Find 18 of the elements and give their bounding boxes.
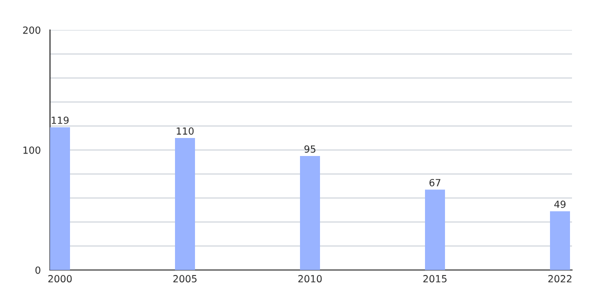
bar xyxy=(300,156,320,270)
bar xyxy=(425,190,445,270)
y-tick-label: 100 xyxy=(23,146,40,154)
x-tick-label: 2000 xyxy=(48,275,72,282)
data-label: 95 xyxy=(304,145,316,153)
data-label: 119 xyxy=(52,116,69,124)
bar xyxy=(50,127,70,270)
bar xyxy=(175,138,195,270)
y-tick-label: 0 xyxy=(35,266,40,274)
y-tick-label: 200 xyxy=(23,26,40,34)
x-tick-label: 2010 xyxy=(298,275,322,282)
x-tick-label: 2022 xyxy=(548,275,572,282)
x-tick-label: 2005 xyxy=(173,275,197,282)
x-tick-label: 2015 xyxy=(423,275,447,282)
data-label: 110 xyxy=(176,127,194,135)
data-label: 67 xyxy=(429,178,440,186)
bar xyxy=(550,211,570,270)
data-label: 49 xyxy=(554,200,566,208)
